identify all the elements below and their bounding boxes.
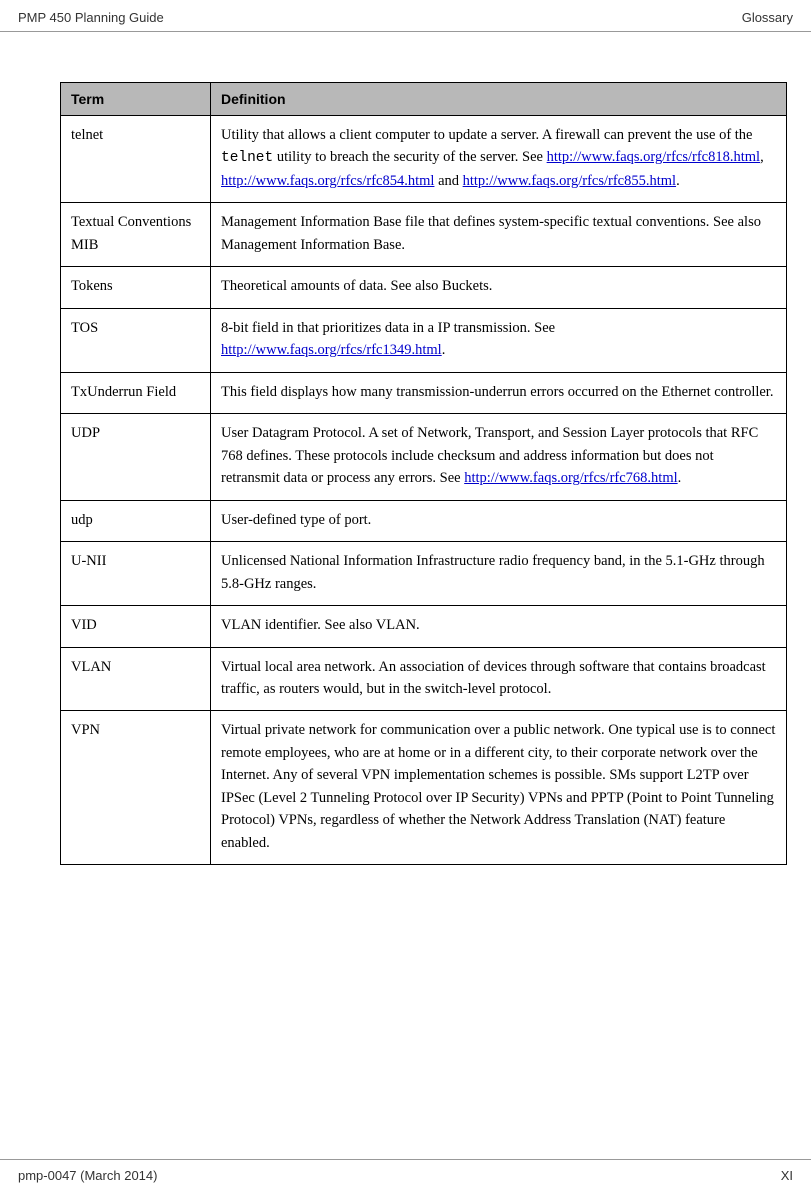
term-cell: Tokens: [61, 267, 211, 308]
term-cell: VLAN: [61, 647, 211, 711]
definition-cell: Unlicensed National Information Infrastr…: [211, 542, 787, 606]
header-right: Glossary: [742, 10, 793, 25]
content-area: Term Definition telnet Utility that allo…: [0, 32, 811, 865]
link-rfc854[interactable]: http://www.faqs.org/rfcs/rfc854.html: [221, 173, 434, 189]
definition-cell: VLAN identifier. See also VLAN.: [211, 606, 787, 647]
text: and: [434, 173, 462, 189]
term-cell: VID: [61, 606, 211, 647]
text: Utility that allows a client computer to…: [221, 127, 753, 143]
definition-cell: Utility that allows a client computer to…: [211, 116, 787, 203]
term-cell: TxUnderrun Field: [61, 372, 211, 413]
page-header: PMP 450 Planning Guide Glossary: [0, 0, 811, 32]
col-definition: Definition: [211, 83, 787, 116]
definition-cell: Virtual private network for communicatio…: [211, 711, 787, 865]
footer-right: XI: [781, 1168, 793, 1183]
table-row: U-NII Unlicensed National Information In…: [61, 542, 787, 606]
text: ,: [760, 149, 764, 165]
link-rfc768[interactable]: http://www.faqs.org/rfcs/rfc768.html: [464, 470, 677, 486]
table-row: udp User-defined type of port.: [61, 500, 787, 541]
term-cell: udp: [61, 500, 211, 541]
term-cell: Textual Conventions MIB: [61, 203, 211, 267]
table-row: VID VLAN identifier. See also VLAN.: [61, 606, 787, 647]
text: .: [442, 342, 446, 358]
definition-cell: Virtual local area network. An associati…: [211, 647, 787, 711]
definition-cell: This field displays how many transmissio…: [211, 372, 787, 413]
definition-cell: Management Information Base file that de…: [211, 203, 787, 267]
table-header-row: Term Definition: [61, 83, 787, 116]
term-cell: telnet: [61, 116, 211, 203]
table-row: UDP User Datagram Protocol. A set of Net…: [61, 414, 787, 500]
glossary-table: Term Definition telnet Utility that allo…: [60, 82, 787, 865]
link-rfc1349[interactable]: http://www.faqs.org/rfcs/rfc1349.html: [221, 342, 442, 358]
text: utility to breach the security of the se…: [273, 149, 546, 165]
table-row: VPN Virtual private network for communic…: [61, 711, 787, 865]
code-text: telnet: [221, 150, 273, 166]
text: .: [676, 173, 680, 189]
text: 8-bit field in that prioritizes data in …: [221, 320, 555, 336]
footer-left: pmp-0047 (March 2014): [18, 1168, 157, 1183]
table-row: telnet Utility that allows a client comp…: [61, 116, 787, 203]
link-rfc818[interactable]: http://www.faqs.org/rfcs/rfc818.html: [547, 149, 760, 165]
col-term: Term: [61, 83, 211, 116]
table-row: VLAN Virtual local area network. An asso…: [61, 647, 787, 711]
header-left: PMP 450 Planning Guide: [18, 10, 164, 25]
term-cell: TOS: [61, 308, 211, 372]
text: .: [678, 470, 682, 486]
term-cell: UDP: [61, 414, 211, 500]
definition-cell: User-defined type of port.: [211, 500, 787, 541]
term-cell: U-NII: [61, 542, 211, 606]
term-cell: VPN: [61, 711, 211, 865]
definition-cell: User Datagram Protocol. A set of Network…: [211, 414, 787, 500]
definition-cell: 8-bit field in that prioritizes data in …: [211, 308, 787, 372]
page-footer: pmp-0047 (March 2014) XI: [0, 1159, 811, 1183]
table-row: Tokens Theoretical amounts of data. See …: [61, 267, 787, 308]
table-row: TxUnderrun Field This field displays how…: [61, 372, 787, 413]
table-row: TOS 8-bit field in that prioritizes data…: [61, 308, 787, 372]
table-row: Textual Conventions MIB Management Infor…: [61, 203, 787, 267]
link-rfc855[interactable]: http://www.faqs.org/rfcs/rfc855.html: [463, 173, 676, 189]
definition-cell: Theoretical amounts of data. See also Bu…: [211, 267, 787, 308]
